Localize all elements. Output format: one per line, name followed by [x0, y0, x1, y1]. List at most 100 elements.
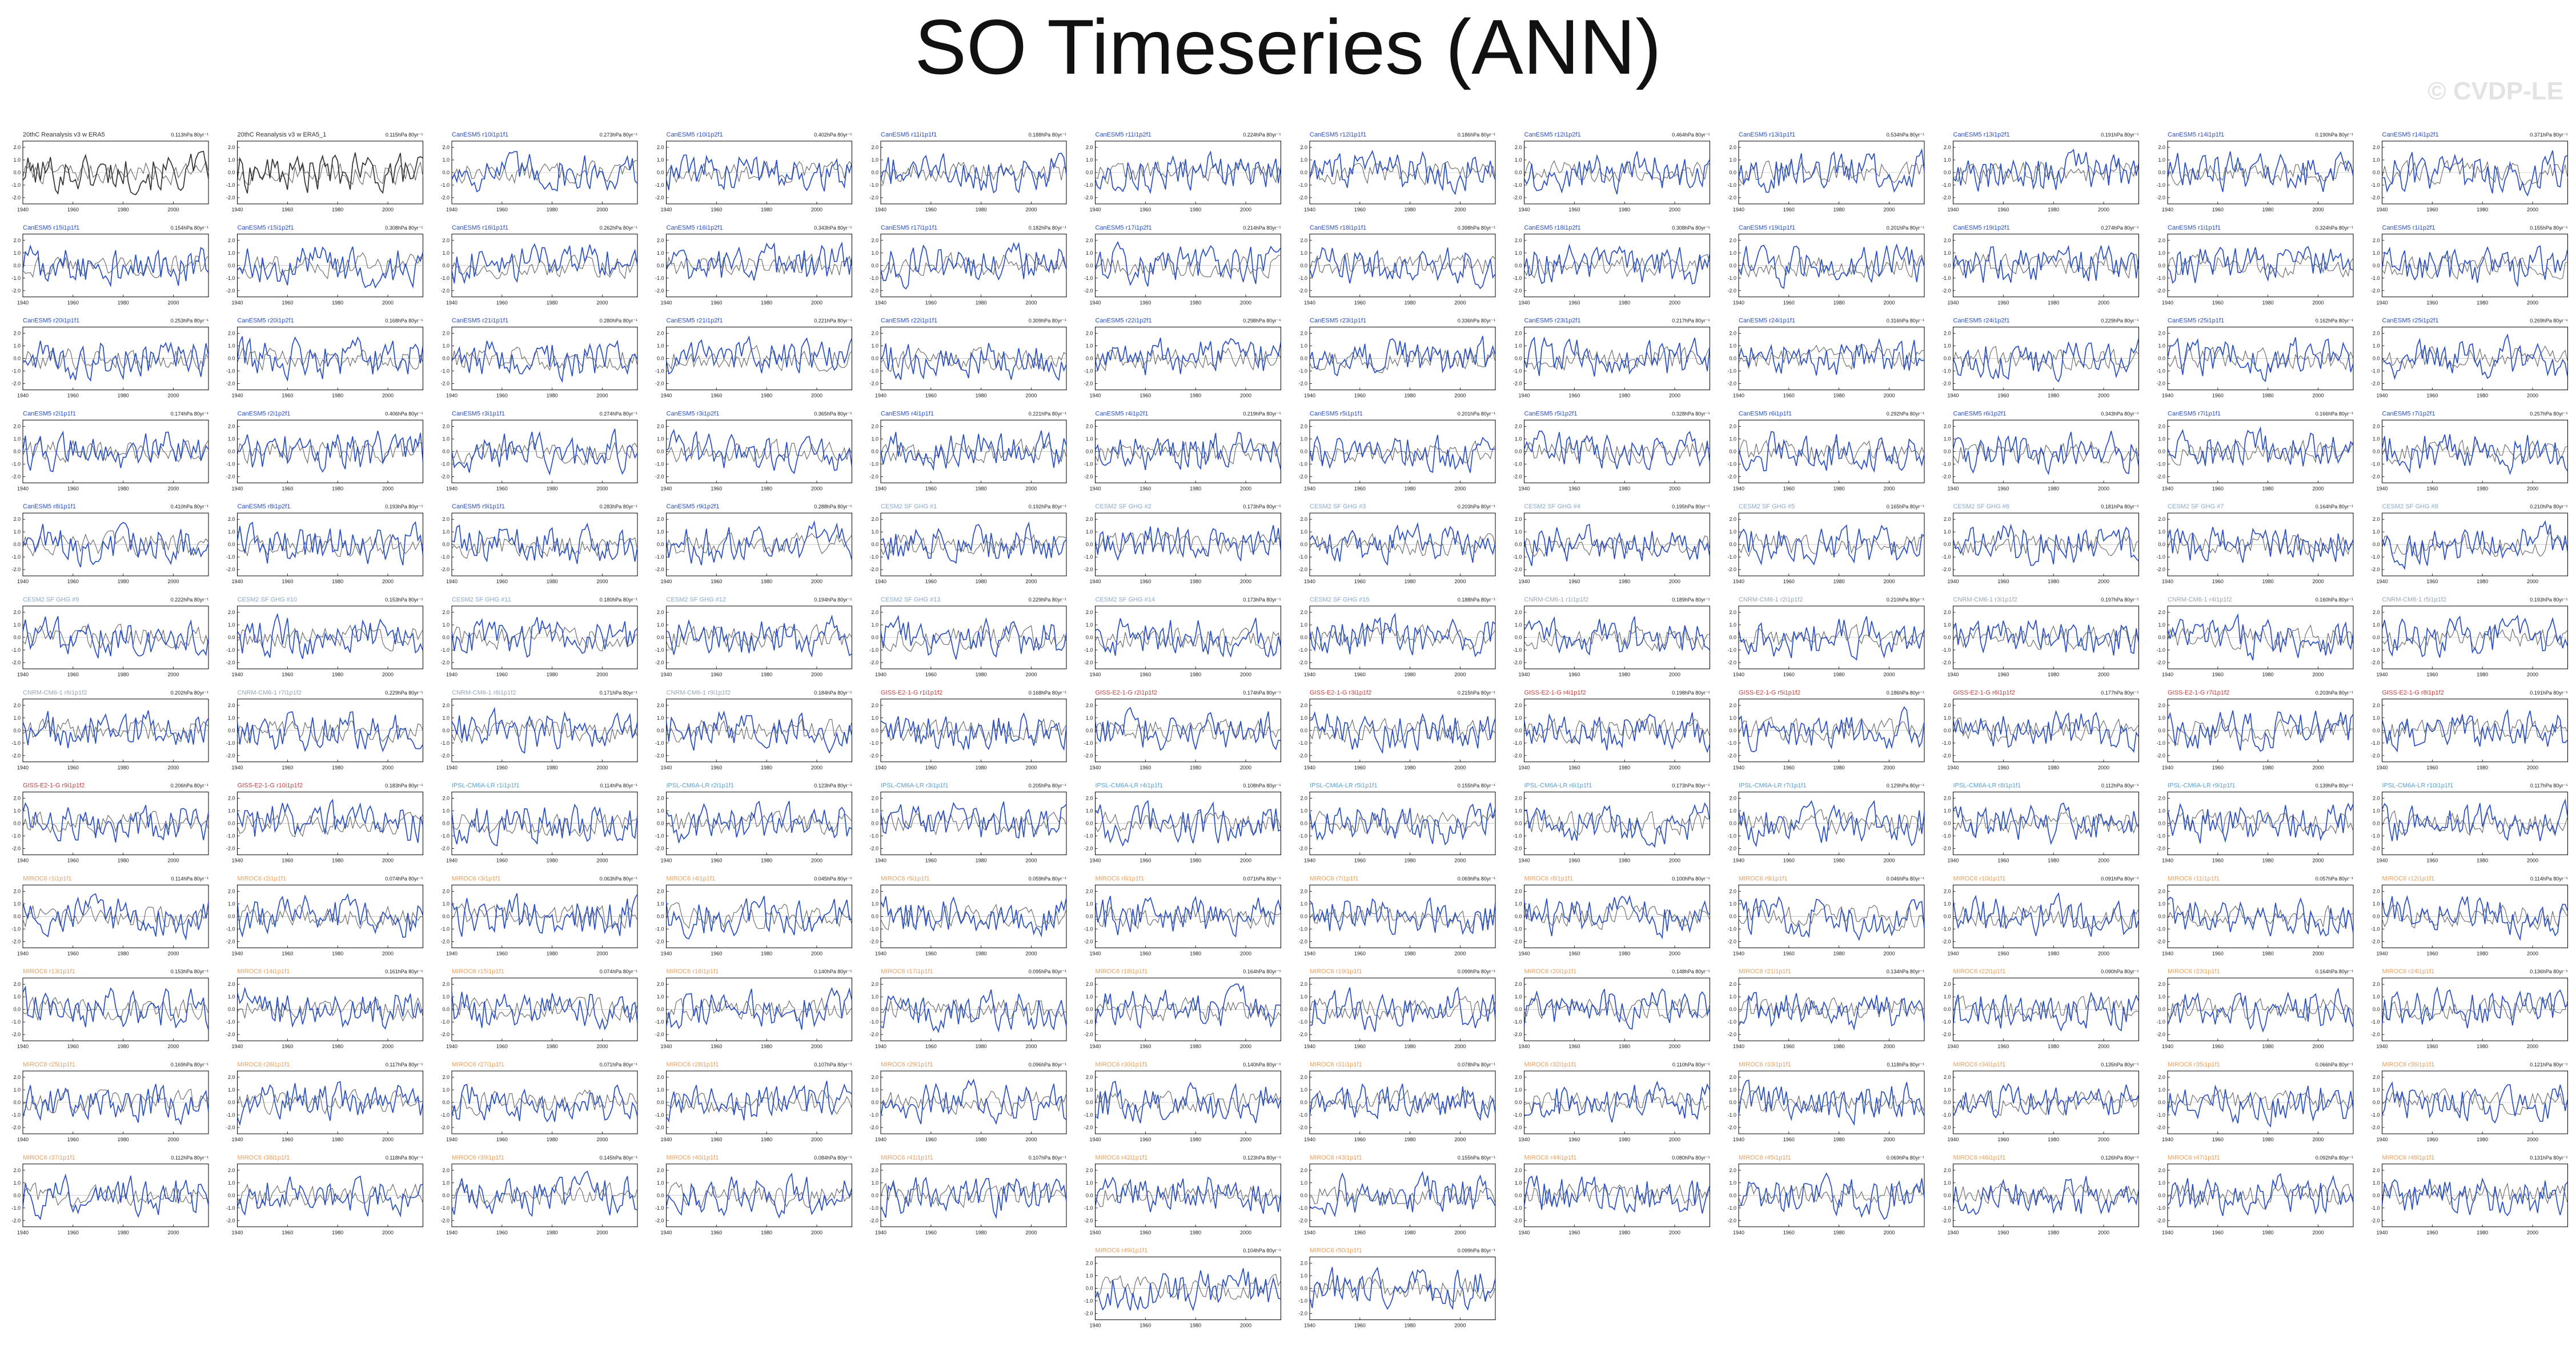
y-tick-label: 2.0 [1729, 1168, 1736, 1173]
x-tick-label: 1960 [282, 1230, 293, 1235]
x-tick-label: 2000 [382, 1044, 394, 1049]
y-tick-label: 2.0 [657, 516, 664, 522]
y-tick-label: 2.0 [1300, 796, 1307, 801]
x-tick-label: 1980 [976, 486, 987, 491]
panel-trend: 0.201hPa 80yr⁻¹ [1458, 411, 1495, 416]
x-tick-label: 1960 [711, 1044, 722, 1049]
y-tick-label: 2.0 [442, 981, 450, 987]
series-line [1952, 802, 2140, 845]
x-tick-label: 1980 [332, 579, 343, 584]
obs-line [1953, 534, 2139, 556]
ts-panel: CESM2 SF GHG #7 0.164hPa 80yr⁻¹2.01.00.0-… [2156, 503, 2354, 584]
x-tick-label: 1980 [1405, 1044, 1416, 1049]
y-tick-label: -1.0 [1084, 275, 1093, 281]
y-tick-label: 1.0 [2158, 1087, 2165, 1093]
x-tick-label: 2000 [2527, 579, 2538, 584]
x-tick-label: 1940 [1733, 1044, 1744, 1049]
panel-title: CanESM5 r1i1p1f1 [2168, 224, 2221, 231]
ts-panel: GISS-E2-1-G r7i1p1f2 0.203hPa 80yr⁻¹2.01.… [2156, 689, 2354, 771]
y-tick-label: -2.0 [1942, 846, 1951, 852]
x-tick-label: 1940 [1304, 1323, 1315, 1329]
x-tick-label: 2000 [2098, 950, 2109, 956]
panel-title: CESM2 SF GHG #1 [881, 503, 937, 510]
x-tick-label: 1940 [875, 1137, 886, 1142]
x-tick-label: 1980 [547, 858, 558, 864]
y-tick-label: -2.0 [1084, 288, 1093, 294]
y-tick-label: -1.0 [1513, 554, 1522, 560]
y-tick-label: 1.0 [1729, 157, 1736, 163]
x-tick-label: 2000 [1454, 393, 1466, 399]
x-tick-label: 2000 [2098, 1137, 2109, 1142]
series-line [1524, 802, 1711, 848]
panel-title: CanESM5 r11i1p2f1 [1096, 131, 1151, 138]
y-tick-label: 2.0 [1729, 423, 1736, 429]
y-tick-label: 0.0 [228, 913, 235, 919]
y-tick-label: -2.0 [1513, 1032, 1522, 1037]
panel-title: CanESM5 r22i1p1f1 [881, 318, 937, 324]
x-tick-label: 2000 [811, 300, 822, 306]
y-tick-label: -1.0 [440, 1205, 450, 1211]
y-tick-label: -2.0 [226, 938, 235, 944]
series-line [1094, 983, 1281, 1029]
x-tick-label: 1960 [67, 858, 79, 864]
y-tick-label: 1.0 [2373, 1180, 2380, 1186]
panel-trend: 0.121hPa 80yr⁻¹ [2530, 1062, 2567, 1068]
y-tick-label: -1.0 [869, 926, 878, 932]
obs-line [2381, 439, 2568, 465]
series-line [2167, 1173, 2354, 1216]
x-tick-label: 2000 [2527, 858, 2538, 864]
x-tick-label: 1960 [1139, 765, 1151, 771]
y-tick-label: -1.0 [1513, 740, 1522, 746]
x-tick-label: 2000 [1240, 1044, 1251, 1049]
y-tick-label: 0.0 [13, 821, 21, 827]
x-tick-label: 1940 [446, 672, 458, 677]
obs-line [451, 903, 638, 929]
x-tick-label: 1960 [1354, 579, 1366, 584]
x-tick-label: 1960 [1354, 300, 1366, 306]
x-tick-label: 1940 [17, 486, 29, 491]
x-tick-label: 2000 [1025, 579, 1037, 584]
x-tick-label: 1960 [282, 486, 293, 491]
x-tick-label: 2000 [811, 858, 822, 864]
y-tick-label: -1.0 [1513, 926, 1522, 932]
x-tick-label: 1980 [2048, 765, 2059, 771]
y-tick-label: -1.0 [440, 1019, 450, 1025]
x-tick-label: 1960 [67, 207, 79, 212]
y-tick-label: 2.0 [1515, 609, 1522, 615]
x-tick-label: 1980 [976, 765, 987, 771]
ts-panel: MIROC6 r30i1p1f1 0.140hPa 80yr⁻¹2.01.00.0… [1084, 1061, 1282, 1142]
panel-title: MIROC6 r30i1p1f1 [1096, 1061, 1148, 1068]
y-tick-label: 2.0 [2158, 1168, 2165, 1173]
x-tick-label: 1940 [660, 858, 672, 864]
x-tick-label: 1960 [925, 858, 937, 864]
x-tick-label: 1960 [67, 672, 79, 677]
series-line [1952, 1082, 2140, 1119]
x-tick-label: 1940 [1518, 1230, 1530, 1235]
obs-line [1953, 252, 2140, 279]
series-line [236, 986, 424, 1030]
y-tick-label: 1.0 [657, 157, 664, 163]
ts-panel: 20thC Reanalysis v3 w ERA5_1 0.115hPa 80y… [226, 131, 424, 212]
x-tick-label: 2000 [1454, 1044, 1466, 1049]
panel-trend: 0.190hPa 80yr⁻¹ [2316, 132, 2353, 138]
x-tick-label: 2000 [2098, 858, 2109, 864]
ts-panel: MIROC6 r38i1p1f1 0.118hPa 80yr⁻¹2.01.00.0… [226, 1154, 424, 1235]
y-tick-label: 2.0 [1300, 331, 1307, 336]
x-tick-label: 2000 [2527, 765, 2538, 771]
panel-title: CanESM5 r15i1p2f1 [238, 224, 294, 231]
y-tick-label: 0.0 [1086, 1193, 1093, 1198]
y-tick-label: 0.0 [228, 541, 235, 547]
x-tick-label: 2000 [596, 1044, 608, 1049]
y-tick-label: 1.0 [1729, 1180, 1736, 1186]
panel-trend: 0.217hPa 80yr⁻¹ [1672, 318, 1710, 324]
x-tick-label: 1960 [67, 300, 79, 306]
obs-line [2382, 996, 2569, 1021]
series-line [1524, 1080, 1711, 1123]
x-tick-label: 2000 [811, 579, 822, 584]
y-tick-label: -1.0 [655, 833, 664, 839]
y-tick-label: -2.0 [869, 567, 878, 572]
panel-trend: 0.406hPa 80yr⁻¹ [385, 411, 423, 416]
x-tick-label: 1960 [925, 672, 937, 677]
panel-trend: 0.129hPa 80yr⁻¹ [1887, 783, 1924, 789]
panel-title: CanESM5 r15i1p1f1 [23, 224, 79, 231]
